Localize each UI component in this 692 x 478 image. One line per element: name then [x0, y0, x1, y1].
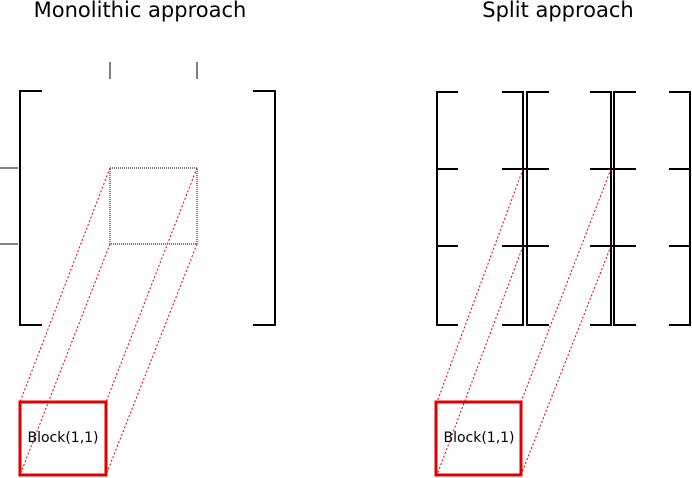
block-label: Block(1,1)	[443, 430, 514, 446]
projection-line	[19, 167, 111, 403]
projection-line	[436, 245, 524, 476]
block-box	[18, 400, 108, 477]
split-bracket	[436, 91, 458, 326]
title-split: Split approach	[482, 0, 634, 22]
block-box	[434, 400, 523, 477]
projection-line	[520, 168, 612, 403]
sub-block-outline	[109, 167, 198, 245]
split-bracket	[502, 91, 524, 326]
projection-line	[19, 243, 111, 476]
projection-line	[520, 245, 612, 476]
split-bracket	[669, 91, 691, 326]
row-separators	[437, 168, 690, 247]
matrix-right-bracket	[253, 90, 276, 326]
projection-line	[105, 167, 198, 403]
matrix-left-bracket	[19, 90, 42, 326]
projection-line	[436, 168, 524, 403]
projection-line	[105, 243, 198, 476]
split-bracket	[590, 91, 612, 326]
block-label: Block(1,1)	[27, 430, 98, 446]
split-bracket	[526, 91, 549, 326]
split-panel: Block(1,1)	[434, 91, 691, 477]
split-bracket	[613, 91, 636, 326]
monolithic-panel: Block(1,1)	[0, 62, 276, 477]
title-monolithic: Monolithic approach	[34, 0, 247, 22]
